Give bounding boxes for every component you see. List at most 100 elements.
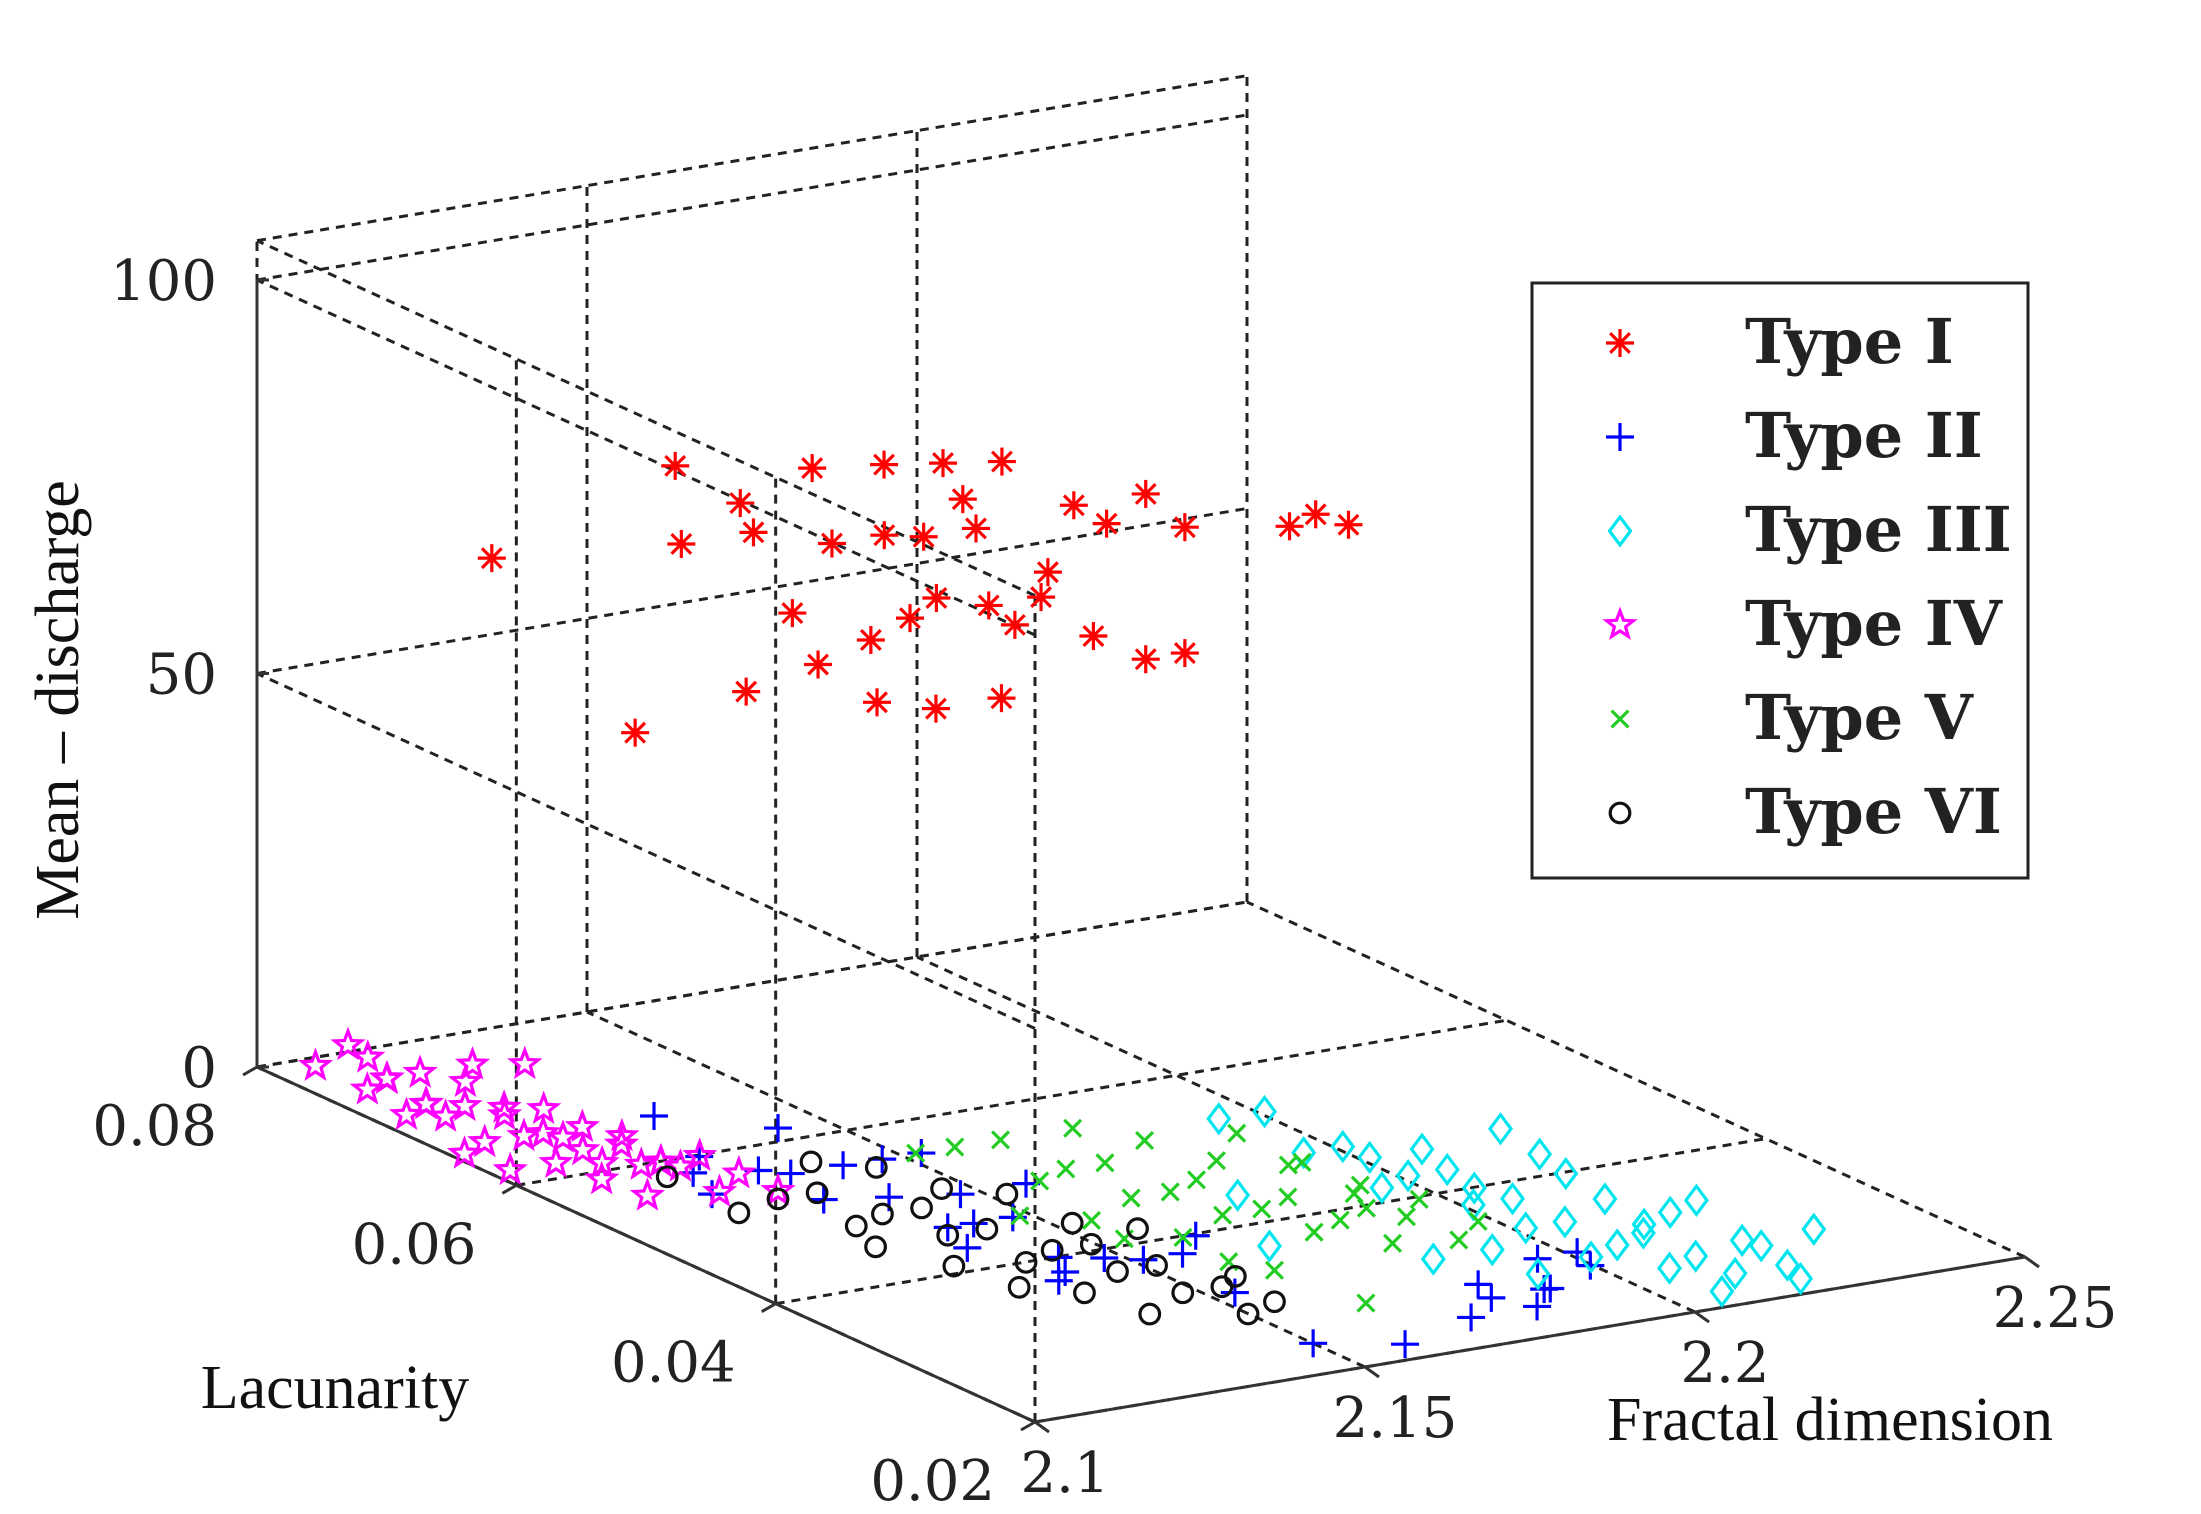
- data-point: [1131, 645, 1160, 674]
- back-wall-grid-z: [256, 113, 1248, 282]
- data-point: [1173, 1227, 1193, 1247]
- data-point: [1063, 1118, 1083, 1138]
- data-point: [1576, 1251, 1605, 1280]
- data-point: [942, 1254, 966, 1278]
- data-point: [864, 1155, 888, 1179]
- data-point: [1138, 1302, 1162, 1326]
- data-point: [1044, 1266, 1073, 1295]
- data-point: [1468, 1211, 1488, 1231]
- legend-marker: [1606, 329, 1634, 357]
- side-wall-grid-z: [256, 278, 1036, 637]
- data-point: [1409, 1132, 1435, 1166]
- data-point: [1801, 1212, 1827, 1246]
- legend-label: Type V: [1745, 681, 1974, 754]
- data-point: [1657, 1251, 1683, 1285]
- data-point: [446, 1135, 483, 1169]
- data-point: [936, 1223, 960, 1247]
- data-point: [545, 1119, 581, 1153]
- data-point: [1079, 622, 1108, 651]
- data-point: [1304, 1222, 1324, 1242]
- data-point: [739, 518, 768, 547]
- data-point: [798, 454, 827, 483]
- data-point: [1073, 1281, 1096, 1305]
- legend-label: Type III: [1745, 493, 2012, 566]
- data-point: [1252, 1094, 1278, 1129]
- legend: Type I Type II Type III Type IV Type V Type V…: [1530, 281, 2030, 880]
- data-point: [388, 1096, 425, 1130]
- data-point: [584, 1160, 620, 1195]
- data-point: [1206, 1102, 1232, 1136]
- data-point: [565, 1131, 601, 1166]
- legend-box: [1530, 281, 2030, 880]
- top-edge-back: [256, 74, 1248, 243]
- data-point: [948, 485, 977, 514]
- data-point: [1129, 1245, 1158, 1274]
- data-point: [538, 1144, 574, 1178]
- data-point: [402, 1054, 438, 1089]
- data-point: [1383, 1233, 1403, 1253]
- y-tick-mark: [501, 1184, 518, 1195]
- data-point: [766, 1187, 790, 1211]
- data-point: [1330, 1129, 1356, 1164]
- data-point: [349, 1070, 385, 1105]
- data-point: [603, 1125, 640, 1160]
- floor-grid-x: [586, 1010, 1366, 1369]
- data-point: [871, 1202, 894, 1226]
- data-point: [804, 650, 833, 679]
- data-point: [1263, 1290, 1286, 1314]
- data-point: [525, 1114, 561, 1149]
- data-point: [864, 1235, 887, 1259]
- data-point: [805, 1181, 829, 1205]
- y-tick-label: 0.06: [352, 1212, 477, 1277]
- series-5: [906, 1118, 1488, 1313]
- data-point: [1033, 558, 1062, 587]
- data-point: [1479, 1233, 1505, 1267]
- data-point: [1457, 1303, 1486, 1332]
- data-point: [1434, 1152, 1460, 1187]
- data-point: [427, 1098, 464, 1132]
- data-point: [1683, 1239, 1709, 1273]
- data-point: [975, 1217, 999, 1241]
- data-point: [330, 1026, 366, 1061]
- data-point: [930, 1177, 953, 1201]
- data-point: [987, 684, 1016, 713]
- data-point: [640, 1102, 668, 1130]
- data-point: [1014, 1250, 1038, 1274]
- data-point: [655, 1165, 679, 1189]
- data-point: [1252, 1199, 1272, 1219]
- data-point: [1592, 1182, 1618, 1216]
- data-point: [1461, 1171, 1487, 1205]
- data-point: [682, 1137, 718, 1171]
- data-point: [1010, 1206, 1030, 1226]
- y-tick-mark: [242, 1065, 258, 1077]
- data-point: [909, 522, 938, 551]
- data-point: [870, 521, 899, 550]
- data-point: [621, 718, 650, 747]
- data-point: [778, 599, 807, 628]
- data-point: [870, 450, 899, 479]
- data-point: [1275, 512, 1304, 541]
- data-point: [350, 1039, 386, 1073]
- z-tick-label: 50: [146, 643, 217, 708]
- data-point: [829, 1151, 858, 1180]
- data-point: [1059, 491, 1088, 520]
- data-point: [1527, 1137, 1553, 1171]
- data-point: [726, 489, 755, 518]
- data-point: [721, 1154, 757, 1189]
- data-point: [667, 529, 696, 558]
- y-axis-label: Lacunarity: [201, 1354, 470, 1422]
- x-tick-mark: [1034, 1420, 1050, 1434]
- data-point: [1223, 1264, 1247, 1288]
- data-point: [1356, 1293, 1376, 1313]
- series-4: [297, 1026, 796, 1211]
- back-wall-grid-z: [256, 900, 1248, 1069]
- data-point: [1396, 1207, 1416, 1227]
- data-point: [1092, 509, 1121, 538]
- top-edge-side: [256, 239, 1036, 598]
- data-point: [1079, 1232, 1103, 1256]
- data-point: [727, 1201, 751, 1225]
- data-point: [1027, 583, 1056, 612]
- data-point: [1000, 610, 1029, 639]
- data-point: [844, 1214, 868, 1238]
